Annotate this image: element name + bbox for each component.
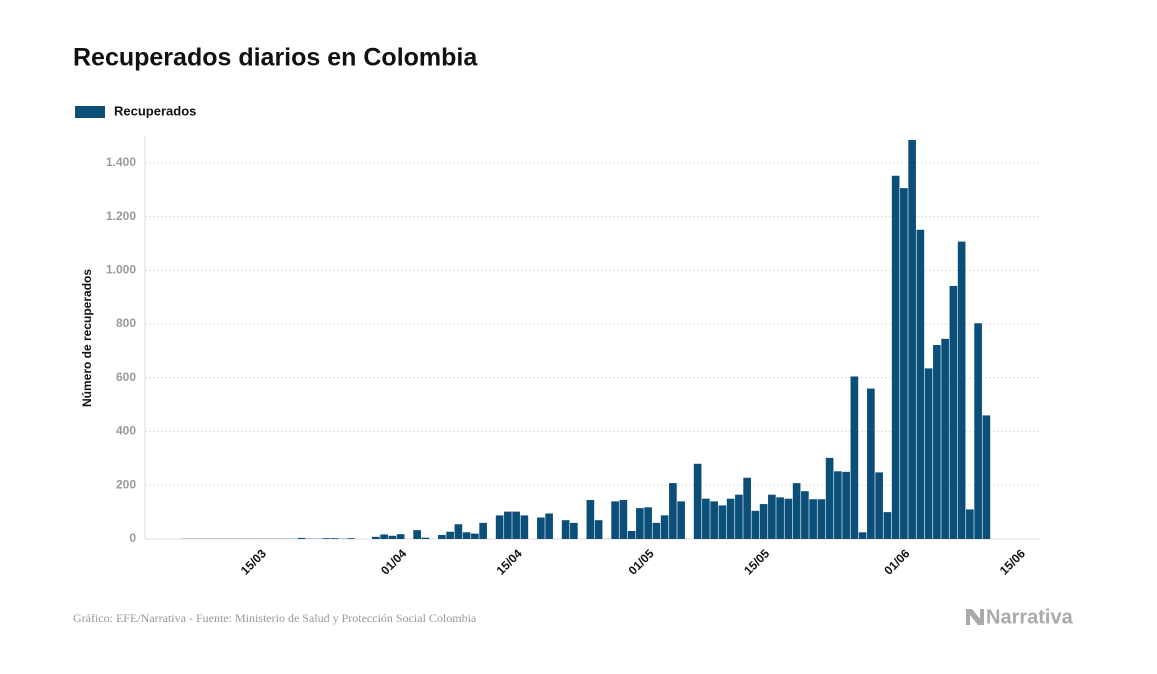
brand: Narrativa xyxy=(986,606,1074,628)
bar xyxy=(454,524,463,539)
bar xyxy=(916,229,925,540)
x-tick-label: 15/06 xyxy=(997,546,1028,577)
bar xyxy=(776,497,784,539)
bar xyxy=(611,501,619,539)
y-tick-label: 0 xyxy=(129,531,136,545)
bar xyxy=(825,457,834,539)
bar xyxy=(644,507,652,539)
x-tick-label: 15/05 xyxy=(741,546,772,577)
bar xyxy=(850,376,859,539)
bar xyxy=(900,188,908,539)
bar xyxy=(710,501,718,539)
bar xyxy=(908,140,916,539)
bar xyxy=(966,509,974,539)
bar xyxy=(627,530,636,539)
bar xyxy=(413,530,421,539)
bar xyxy=(801,491,809,539)
bar xyxy=(471,533,479,539)
bar xyxy=(660,515,669,539)
legend-swatch xyxy=(75,106,105,118)
bar xyxy=(693,463,702,539)
bar xyxy=(669,483,677,539)
x-tick-label: 15/03 xyxy=(238,546,269,577)
bar xyxy=(792,483,801,539)
bar xyxy=(842,471,850,539)
bar xyxy=(759,504,768,539)
x-tick-label: 01/06 xyxy=(881,546,912,577)
y-axis-label: Número de recuperados xyxy=(80,269,94,407)
bar xyxy=(875,472,883,539)
bar xyxy=(982,415,991,539)
bar xyxy=(809,499,817,539)
y-tick-label: 1.400 xyxy=(106,155,136,169)
bar xyxy=(817,499,826,539)
bar xyxy=(479,522,487,539)
bar xyxy=(330,538,339,539)
bar xyxy=(396,534,405,539)
bar xyxy=(834,471,842,539)
bar xyxy=(347,538,355,539)
bar xyxy=(867,388,875,539)
bar xyxy=(421,537,430,539)
y-tick-label: 400 xyxy=(116,424,136,438)
bar xyxy=(446,531,454,539)
bar xyxy=(561,520,570,539)
bar xyxy=(784,498,793,539)
bar xyxy=(495,515,504,539)
bar xyxy=(297,537,306,539)
bar xyxy=(570,522,578,539)
x-tick-label: 01/05 xyxy=(626,546,657,577)
bar xyxy=(545,513,553,539)
brand-icon xyxy=(966,609,984,625)
bar xyxy=(941,338,949,539)
bar xyxy=(512,511,520,539)
bar xyxy=(735,494,743,539)
bar xyxy=(636,508,644,539)
bar xyxy=(949,285,958,539)
bar xyxy=(751,510,760,539)
bar xyxy=(537,517,545,539)
bar xyxy=(883,512,892,539)
bar xyxy=(438,534,446,539)
y-tick-label: 1.200 xyxy=(106,209,136,223)
y-tick-label: 600 xyxy=(116,370,136,384)
bar xyxy=(372,536,380,539)
bar xyxy=(462,532,471,539)
y-tick-label: 800 xyxy=(116,316,136,330)
source: Gráfico: EFE/Narrativa - Fuente: Ministe… xyxy=(73,611,477,625)
bar xyxy=(586,500,595,539)
bar xyxy=(388,535,397,539)
bar xyxy=(743,477,751,539)
bar xyxy=(380,534,388,539)
bar xyxy=(957,241,966,539)
bar xyxy=(702,498,710,539)
bar xyxy=(677,501,685,539)
y-tick-label: 1.000 xyxy=(106,263,136,277)
bar xyxy=(891,175,900,539)
bar xyxy=(933,345,941,539)
y-tick-label: 200 xyxy=(116,477,136,491)
bar xyxy=(718,505,727,539)
bar xyxy=(858,532,867,539)
bar xyxy=(726,498,735,539)
bar xyxy=(652,522,661,539)
bar xyxy=(594,520,603,539)
bar xyxy=(322,538,331,539)
chart-title: Recuperados diarios en Colombia xyxy=(73,44,478,72)
legend-label: Recuperados xyxy=(114,103,196,118)
x-tick-label: 01/04 xyxy=(378,546,409,577)
bar xyxy=(504,511,512,539)
x-tick-label: 15/04 xyxy=(494,546,525,577)
bar xyxy=(924,368,933,539)
bar xyxy=(520,515,529,539)
bar xyxy=(768,494,776,539)
bar xyxy=(619,500,628,539)
bar xyxy=(974,323,982,539)
